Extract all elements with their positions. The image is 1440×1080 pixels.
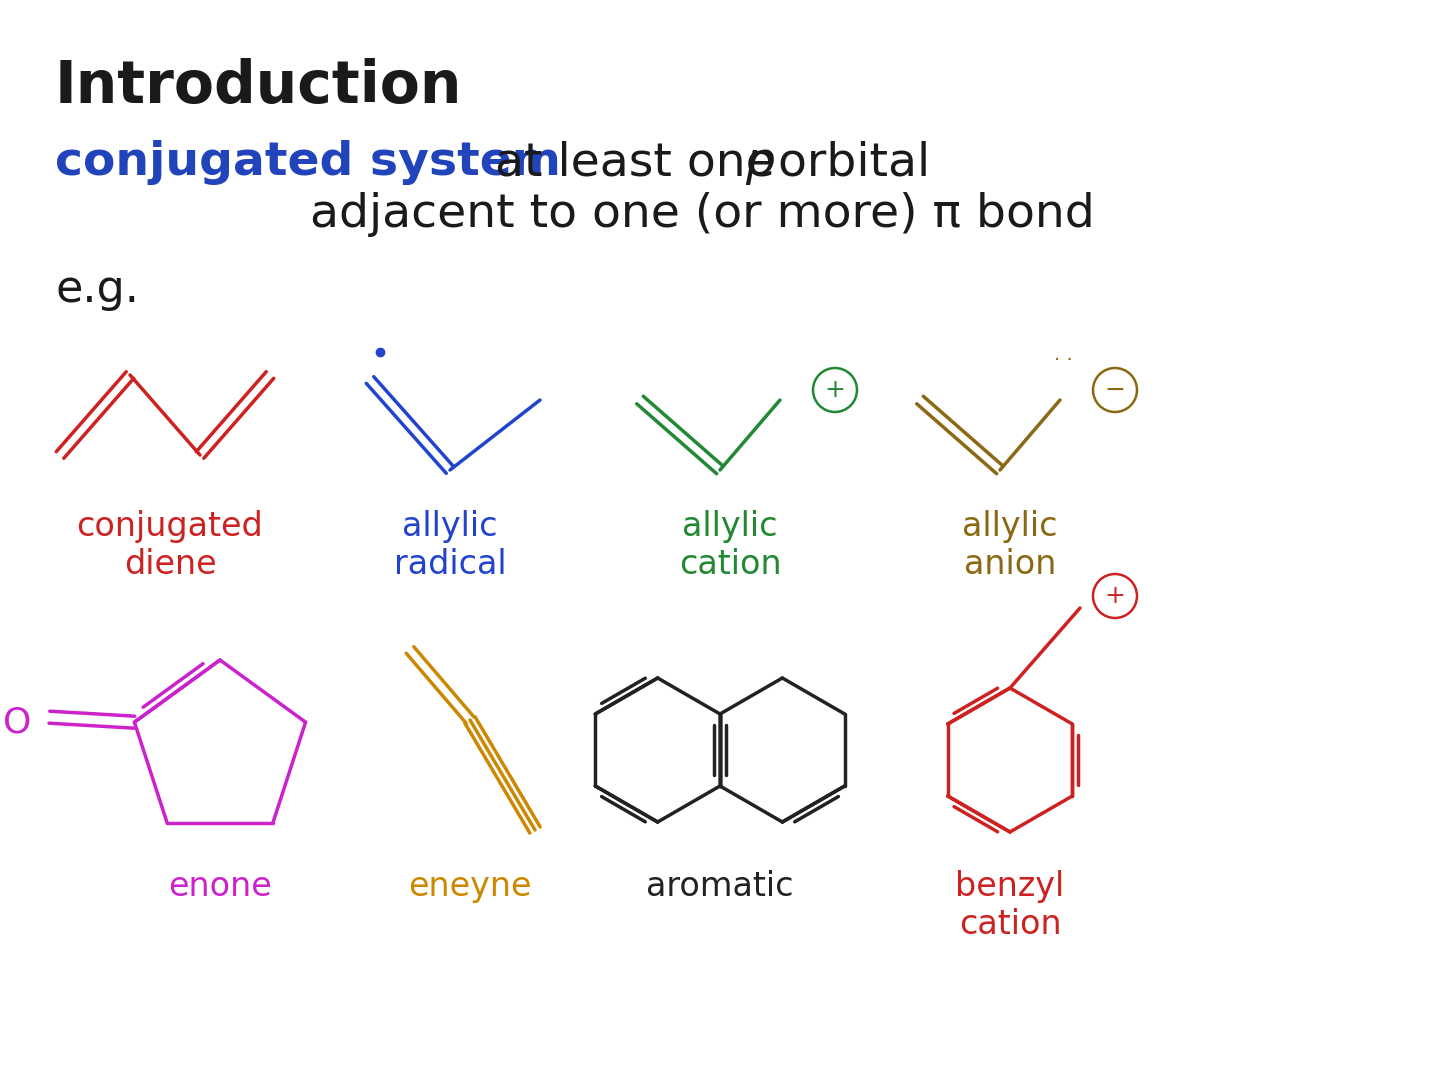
Text: conjugated
diene: conjugated diene [76,510,264,581]
Text: at least one: at least one [480,140,789,185]
Text: O: O [3,705,32,739]
Text: allylic
radical: allylic radical [393,510,507,581]
Text: benzyl
cation: benzyl cation [955,870,1064,941]
Text: orbital: orbital [763,140,930,185]
Text: +: + [1104,584,1126,608]
Text: enone: enone [168,870,272,903]
Text: +: + [825,378,845,402]
Text: e.g.: e.g. [55,268,138,311]
Text: −: − [1104,378,1126,402]
Text: allylic
anion: allylic anion [962,510,1058,581]
Text: Introduction: Introduction [55,58,462,114]
Text: adjacent to one (or more) π bond: adjacent to one (or more) π bond [310,192,1094,237]
Text: conjugated system: conjugated system [55,140,560,185]
Text: · ·: · · [1054,351,1073,369]
Text: aromatic: aromatic [647,870,793,903]
Text: p: p [744,140,775,185]
Text: eneyne: eneyne [409,870,531,903]
Text: allylic
cation: allylic cation [678,510,782,581]
